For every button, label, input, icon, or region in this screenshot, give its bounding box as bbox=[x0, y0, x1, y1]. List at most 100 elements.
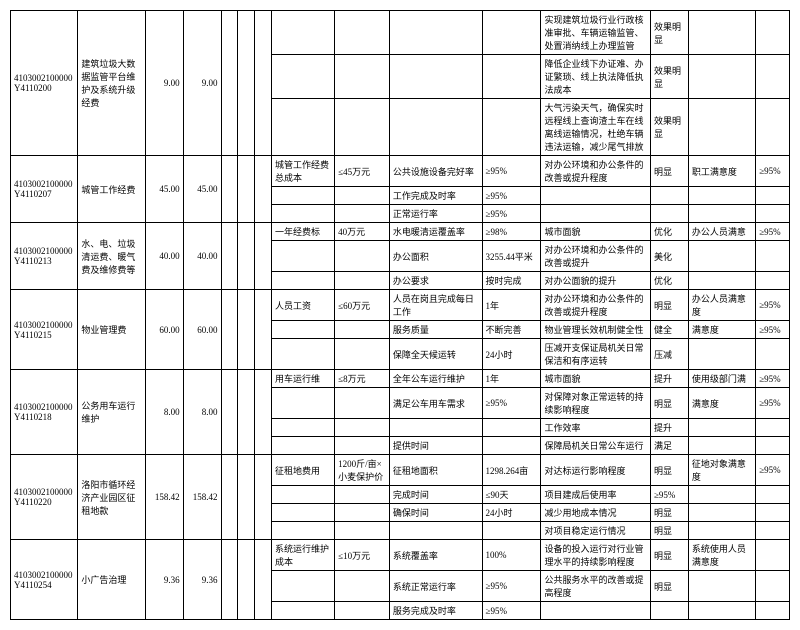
c7-cell: 用车运行维 bbox=[271, 370, 334, 388]
c10-cell: ≥98% bbox=[482, 223, 541, 241]
c10-cell: 1年 bbox=[482, 370, 541, 388]
c11-cell: 设备的投入运行对行业管理水平的持续影响程度 bbox=[541, 540, 650, 571]
c10-cell: ≤90天 bbox=[482, 486, 541, 504]
c13-cell bbox=[688, 55, 755, 99]
c13-cell: 满意度 bbox=[688, 321, 755, 339]
c8-cell bbox=[335, 504, 390, 522]
c9-cell: 系统正常运行率 bbox=[389, 571, 482, 602]
c9-cell bbox=[389, 55, 482, 99]
c11-cell: 项目建成后使用率 bbox=[541, 486, 650, 504]
c9-cell: 服务完成及时率 bbox=[389, 602, 482, 620]
c11-cell: 降低企业线下办证难、办证繁琐、线上执法降低执法成本 bbox=[541, 55, 650, 99]
c10-cell: 100% bbox=[482, 540, 541, 571]
c9-cell: 全年公车运行维护 bbox=[389, 370, 482, 388]
c11-cell: 对保障对象正常运转的持续影响程度 bbox=[541, 388, 650, 419]
c14-cell: ≥95% bbox=[756, 455, 790, 486]
c8-cell bbox=[335, 187, 390, 205]
value1-cell: 45.00 bbox=[145, 156, 183, 223]
empty-cell bbox=[255, 290, 272, 370]
c12-cell: 明显 bbox=[650, 455, 688, 486]
c14-cell bbox=[756, 540, 790, 571]
c10-cell bbox=[482, 522, 541, 540]
c10-cell: ≥95% bbox=[482, 187, 541, 205]
c9-cell bbox=[389, 419, 482, 437]
c8-cell bbox=[335, 55, 390, 99]
empty-cell bbox=[238, 540, 255, 620]
empty-cell bbox=[238, 156, 255, 223]
empty-cell bbox=[255, 540, 272, 620]
c13-cell: 职工满意度 bbox=[688, 156, 755, 187]
c11-cell: 城市面貌 bbox=[541, 223, 650, 241]
c14-cell: ≥95% bbox=[756, 321, 790, 339]
value1-cell: 60.00 bbox=[145, 290, 183, 370]
c13-cell bbox=[688, 241, 755, 272]
c7-cell bbox=[271, 272, 334, 290]
c9-cell: 公共设施设备完好率 bbox=[389, 156, 482, 187]
c9-cell: 完成时间 bbox=[389, 486, 482, 504]
c13-cell bbox=[688, 602, 755, 620]
c12-cell: 压减 bbox=[650, 339, 688, 370]
c14-cell bbox=[756, 55, 790, 99]
c10-cell bbox=[482, 437, 541, 455]
c7-cell bbox=[271, 522, 334, 540]
c9-cell: 确保时间 bbox=[389, 504, 482, 522]
c10-cell: ≥95% bbox=[482, 571, 541, 602]
c7-cell bbox=[271, 55, 334, 99]
c7-cell bbox=[271, 205, 334, 223]
c11-cell: 工作效率 bbox=[541, 419, 650, 437]
c11-cell: 物业管理长效机制健全性 bbox=[541, 321, 650, 339]
table-row: 4103002100000Y4110220洛阳市循环经济产业园区征租地款158.… bbox=[11, 455, 790, 486]
c9-cell bbox=[389, 99, 482, 156]
c13-cell bbox=[688, 571, 755, 602]
c8-cell bbox=[335, 571, 390, 602]
c10-cell bbox=[482, 99, 541, 156]
c13-cell: 征地对象满意度 bbox=[688, 455, 755, 486]
value2-cell: 8.00 bbox=[183, 370, 221, 455]
c8-cell bbox=[335, 419, 390, 437]
c12-cell: 明显 bbox=[650, 571, 688, 602]
c9-cell: 提供时间 bbox=[389, 437, 482, 455]
c9-cell: 正常运行率 bbox=[389, 205, 482, 223]
empty-cell bbox=[238, 370, 255, 455]
c11-cell: 对办公环境和办公条件的改善或提升程度 bbox=[541, 290, 650, 321]
name-cell: 小广告治理 bbox=[78, 540, 145, 620]
empty-cell bbox=[238, 11, 255, 156]
c7-cell: 征租地费用 bbox=[271, 455, 334, 486]
code-cell: 4103002100000Y4110207 bbox=[11, 156, 78, 223]
c7-cell bbox=[271, 602, 334, 620]
c8-cell: ≤8万元 bbox=[335, 370, 390, 388]
c12-cell: ≥95% bbox=[650, 486, 688, 504]
c13-cell: 系统使用人员满意度 bbox=[688, 540, 755, 571]
c8-cell bbox=[335, 339, 390, 370]
c11-cell: 对办公面貌的提升 bbox=[541, 272, 650, 290]
c8-cell bbox=[335, 272, 390, 290]
empty-cell bbox=[221, 11, 238, 156]
c12-cell: 健全 bbox=[650, 321, 688, 339]
c14-cell bbox=[756, 272, 790, 290]
empty-cell bbox=[238, 290, 255, 370]
c12-cell: 提升 bbox=[650, 419, 688, 437]
c8-cell: 40万元 bbox=[335, 223, 390, 241]
c12-cell: 效果明显 bbox=[650, 99, 688, 156]
c12-cell: 提升 bbox=[650, 370, 688, 388]
c7-cell bbox=[271, 241, 334, 272]
c12-cell bbox=[650, 205, 688, 223]
c13-cell bbox=[688, 187, 755, 205]
c8-cell bbox=[335, 486, 390, 504]
empty-cell bbox=[238, 455, 255, 540]
code-cell: 4103002100000Y4110220 bbox=[11, 455, 78, 540]
c14-cell bbox=[756, 571, 790, 602]
c11-cell: 减少用地成本情况 bbox=[541, 504, 650, 522]
value2-cell: 45.00 bbox=[183, 156, 221, 223]
c11-cell: 对办公环境和办公条件的改善或提升程度 bbox=[541, 156, 650, 187]
c11-cell: 保障局机关日常公车运行 bbox=[541, 437, 650, 455]
name-cell: 水、电、垃圾清运费、暖气费及维修费等 bbox=[78, 223, 145, 290]
empty-cell bbox=[255, 455, 272, 540]
c8-cell: ≤45万元 bbox=[335, 156, 390, 187]
c13-cell: 使用级部门满 bbox=[688, 370, 755, 388]
c9-cell: 办公要求 bbox=[389, 272, 482, 290]
c14-cell: ≥95% bbox=[756, 156, 790, 187]
code-cell: 4103002100000Y4110200 bbox=[11, 11, 78, 156]
c14-cell bbox=[756, 602, 790, 620]
c7-cell bbox=[271, 321, 334, 339]
